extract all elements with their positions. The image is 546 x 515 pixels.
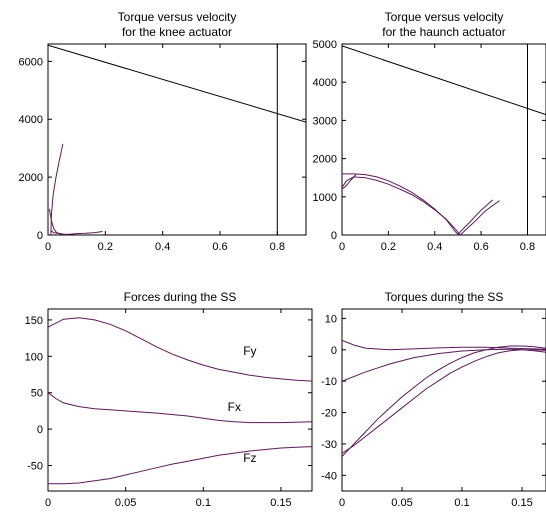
- series-line-1: [342, 45, 546, 116]
- series-line-3: [342, 345, 546, 457]
- x-tick-label: 0.1: [454, 497, 469, 509]
- series-line-fx: [48, 392, 312, 424]
- series-annotation: Fx: [228, 400, 241, 414]
- y-tick-label: 2000: [313, 154, 337, 166]
- x-tick-label: 0.6: [212, 241, 227, 253]
- x-tick-label: 0.05: [391, 497, 412, 509]
- y-tick-label: 0: [331, 345, 337, 357]
- y-tick-label: 10: [325, 313, 337, 325]
- y-tick-label: 6000: [19, 56, 43, 68]
- x-tick-label: 0: [45, 497, 51, 509]
- x-tick-label: 0.2: [381, 241, 396, 253]
- series-line-1: [48, 44, 306, 123]
- x-tick-label: 0.6: [473, 241, 488, 253]
- x-tick-label: 0.1: [196, 497, 211, 509]
- chart-title-line: for the knee actuator: [122, 25, 232, 39]
- chart-title-line: Torque versus velocity: [118, 10, 237, 24]
- y-tick-label: -50: [27, 461, 43, 473]
- series-annotation: Fy: [243, 344, 256, 358]
- chart-title-line: for the haunch actuator: [382, 25, 505, 39]
- series-line-3: [342, 173, 494, 235]
- series-line-4: [342, 176, 500, 235]
- y-tick-label: 50: [31, 388, 43, 400]
- chart-title-line: Torques during the SS: [385, 290, 504, 304]
- chart-title-line: Forces during the SS: [124, 290, 237, 304]
- series-annotation: Fz: [243, 451, 256, 465]
- series-line-3: [50, 143, 64, 235]
- series-line-fz: [48, 446, 312, 485]
- y-tick-label: -20: [321, 408, 337, 420]
- chart-panel-3: Forces during the SS 0 0.05 0.1 0.15 -50 0 50 10…: [25, 290, 313, 509]
- y-tick-label: 0: [37, 230, 43, 242]
- x-tick-label: 0: [339, 241, 345, 253]
- y-tick-label: 0: [331, 230, 337, 242]
- x-tick-label: 0.8: [520, 241, 535, 253]
- x-tick-label: 0.4: [155, 241, 170, 253]
- chart-title-line: Torque versus velocity: [385, 10, 504, 24]
- y-tick-label: 4000: [19, 114, 43, 126]
- series-line-4: [342, 349, 546, 454]
- plot-frame: [341, 43, 546, 236]
- series-line-2: [342, 348, 546, 382]
- x-tick-label: 0.15: [511, 497, 532, 509]
- y-tick-label: -30: [321, 439, 337, 451]
- plot-frame: [47, 308, 313, 492]
- y-tick-label: -10: [321, 376, 337, 388]
- series-line-fy: [48, 317, 312, 382]
- y-tick-label: 5000: [313, 39, 337, 51]
- x-tick-label: 0.15: [270, 497, 291, 509]
- x-tick-label: 0.8: [270, 241, 285, 253]
- series-line-5: [342, 174, 357, 190]
- y-tick-label: 1000: [313, 192, 337, 204]
- y-tick-label: -40: [321, 470, 337, 482]
- x-tick-label: 0.05: [115, 497, 136, 509]
- chart-panel-4: Torques during the SS 0 0.05 0.1 0.15 -40 -30 -…: [321, 290, 546, 509]
- plot-frame: [47, 43, 307, 236]
- series-line-4: [50, 230, 103, 235]
- y-tick-label: 4000: [313, 77, 337, 89]
- series-line-5: [48, 208, 63, 235]
- y-tick-label: 100: [25, 351, 43, 363]
- y-tick-label: 150: [25, 315, 43, 327]
- y-tick-label: 0: [37, 424, 43, 436]
- x-tick-label: 0.4: [427, 241, 442, 253]
- series-line-1: [342, 339, 546, 351]
- y-tick-label: 2000: [19, 172, 43, 184]
- x-tick-label: 0.2: [98, 241, 113, 253]
- y-tick-label: 3000: [313, 115, 337, 127]
- x-tick-label: 0: [45, 241, 51, 253]
- x-tick-label: 0: [339, 497, 345, 509]
- plot-frame: [341, 308, 546, 492]
